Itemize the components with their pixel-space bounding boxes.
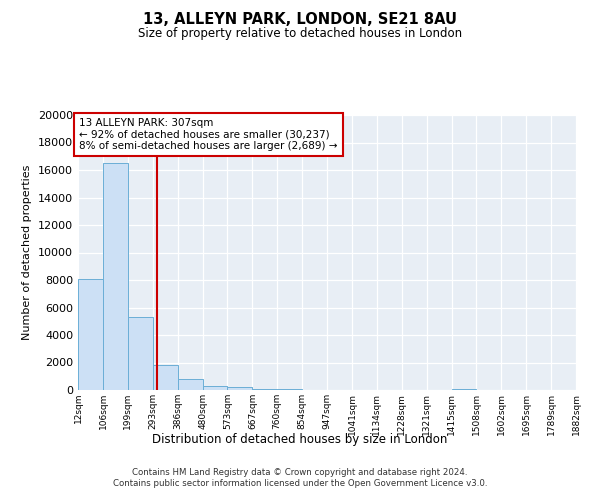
Bar: [253, 388, 277, 390]
Bar: [277, 388, 302, 390]
Y-axis label: Number of detached properties: Number of detached properties: [22, 165, 32, 340]
Bar: [78, 278, 103, 390]
Bar: [452, 388, 476, 390]
Bar: [227, 387, 253, 390]
Text: Distribution of detached houses by size in London: Distribution of detached houses by size …: [152, 434, 448, 446]
Text: Size of property relative to detached houses in London: Size of property relative to detached ho…: [138, 28, 462, 40]
Bar: [178, 379, 203, 390]
Bar: [153, 365, 178, 390]
Text: 13 ALLEYN PARK: 307sqm
← 92% of detached houses are smaller (30,237)
8% of semi-: 13 ALLEYN PARK: 307sqm ← 92% of detached…: [79, 118, 338, 151]
Bar: [203, 386, 227, 390]
Bar: [103, 163, 128, 390]
Text: Contains HM Land Registry data © Crown copyright and database right 2024.
Contai: Contains HM Land Registry data © Crown c…: [113, 468, 487, 487]
Text: 13, ALLEYN PARK, LONDON, SE21 8AU: 13, ALLEYN PARK, LONDON, SE21 8AU: [143, 12, 457, 28]
Bar: [128, 317, 153, 390]
